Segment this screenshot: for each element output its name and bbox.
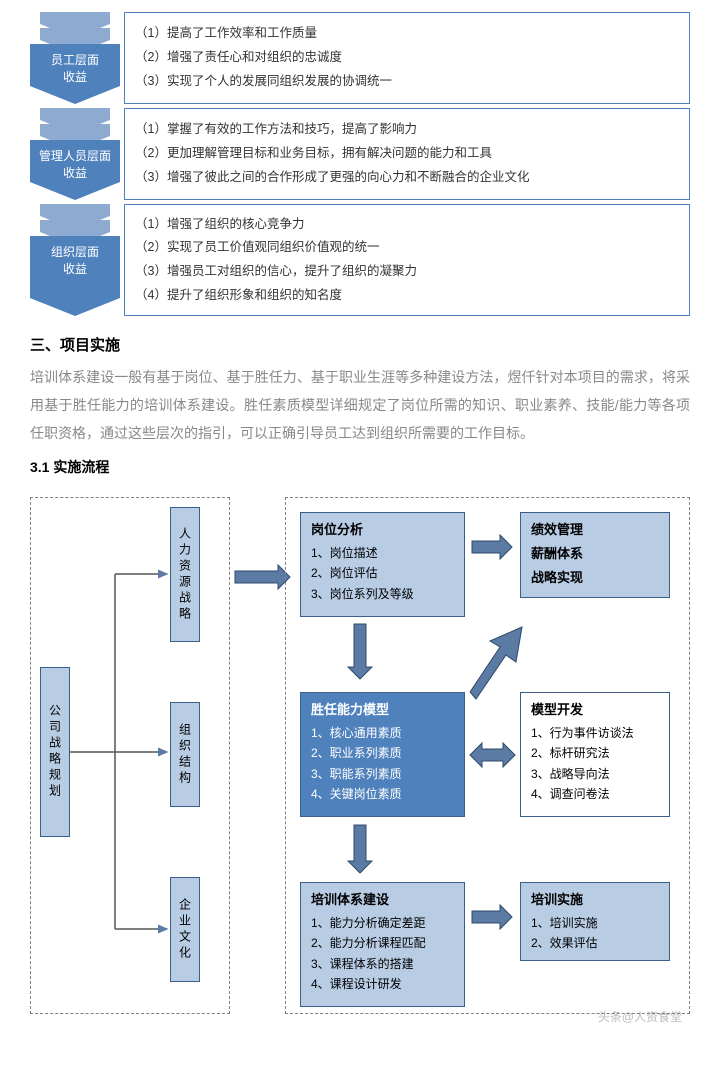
node-item: 2、标杆研究法 bbox=[531, 743, 659, 763]
benefit-item: （4）提升了组织形象和组织的知名度 bbox=[135, 284, 679, 308]
flow-node: 培训体系建设1、能力分析确定差距2、能力分析课程匹配3、课程体系的搭建4、课程设… bbox=[300, 882, 465, 1007]
node-item: 1、能力分析确定差距 bbox=[311, 913, 454, 933]
chevron-label: 员工层面收益 bbox=[30, 44, 120, 104]
flow-node: 人力资源战略 bbox=[170, 507, 200, 642]
benefit-row: 组织层面收益 （1）增强了组织的核心竞争力（2）实现了员工价值观同组织价值观的统一… bbox=[30, 204, 690, 316]
flow-node: 岗位分析1、岗位描述2、岗位评估3、岗位系列及等级 bbox=[300, 512, 465, 617]
benefit-item: （2）增强了责任心和对组织的忠诚度 bbox=[135, 46, 679, 70]
benefit-label: 员工层面收益 bbox=[35, 52, 115, 86]
flow-node: 胜任能力模型1、核心通用素质2、职业系列素质3、职能系列素质4、关键岗位素质 bbox=[300, 692, 465, 817]
node-item: 2、岗位评估 bbox=[311, 563, 454, 583]
chevron-label: 管理人员层面收益 bbox=[30, 140, 120, 200]
flowchart: 头条@人资食堂 公司战略规划人力资源战略组织结构企业文化岗位分析1、岗位描述2、… bbox=[30, 487, 690, 1027]
benefit-item: （1）提高了工作效率和工作质量 bbox=[135, 22, 679, 46]
flow-node: 组织结构 bbox=[170, 702, 200, 807]
flow-node: 模型开发1、行为事件访谈法2、标杆研究法3、战略导向法4、调查问卷法 bbox=[520, 692, 670, 817]
node-item: 3、课程体系的搭建 bbox=[311, 954, 454, 974]
benefit-item: （1）增强了组织的核心竞争力 bbox=[135, 213, 679, 237]
flow-node: 公司战略规划 bbox=[40, 667, 70, 837]
node-item: 2、效果评估 bbox=[531, 933, 659, 953]
benefit-row: 员工层面收益 （1）提高了工作效率和工作质量（2）增强了责任心和对组织的忠诚度（3… bbox=[30, 12, 690, 104]
node-subtitle: 战略实现 bbox=[531, 567, 659, 589]
flow-node: 绩效管理薪酬体系战略实现 bbox=[520, 512, 670, 598]
benefit-row: 管理人员层面收益 （1）掌握了有效的工作方法和技巧，提高了影响力（2）更加理解管理… bbox=[30, 108, 690, 200]
node-title: 模型开发 bbox=[531, 699, 659, 721]
node-title: 绩效管理 bbox=[531, 519, 659, 541]
benefit-item: （2）实现了员工价值观同组织价值观的统一 bbox=[135, 236, 679, 260]
node-item: 3、职能系列素质 bbox=[311, 764, 454, 784]
benefit-items-box: （1）增强了组织的核心竞争力（2）实现了员工价值观同组织价值观的统一（3）增强员… bbox=[124, 204, 690, 316]
benefit-item: （3）增强了彼此之间的合作形成了更强的向心力和不断融合的企业文化 bbox=[135, 166, 679, 190]
node-item: 1、核心通用素质 bbox=[311, 723, 454, 743]
node-item: 4、关键岗位素质 bbox=[311, 784, 454, 804]
node-item: 1、岗位描述 bbox=[311, 543, 454, 563]
node-title: 岗位分析 bbox=[311, 519, 454, 541]
benefit-item: （1）掌握了有效的工作方法和技巧，提高了影响力 bbox=[135, 118, 679, 142]
subsection-heading: 3.1 实施流程 bbox=[30, 457, 690, 477]
node-item: 1、行为事件访谈法 bbox=[531, 723, 659, 743]
benefit-label: 管理人员层面收益 bbox=[35, 148, 115, 182]
benefit-label: 组织层面收益 bbox=[35, 244, 115, 278]
node-title: 培训体系建设 bbox=[311, 889, 454, 911]
section-heading: 三、项目实施 bbox=[30, 334, 690, 355]
node-item: 3、岗位系列及等级 bbox=[311, 584, 454, 604]
node-item: 3、战略导向法 bbox=[531, 764, 659, 784]
node-subtitle: 薪酬体系 bbox=[531, 543, 659, 565]
flow-node: 企业文化 bbox=[170, 877, 200, 982]
node-title: 培训实施 bbox=[531, 889, 659, 911]
node-title: 胜任能力模型 bbox=[311, 699, 454, 721]
node-item: 4、课程设计研发 bbox=[311, 974, 454, 994]
benefit-item: （3）增强员工对组织的信心，提升了组织的凝聚力 bbox=[135, 260, 679, 284]
benefit-item: （3）实现了个人的发展同组织发展的协调统一 bbox=[135, 70, 679, 94]
node-item: 4、调查问卷法 bbox=[531, 784, 659, 804]
section-paragraph: 培训体系建设一般有基于岗位、基于胜任力、基于职业生涯等多种建设方法，煜仟针对本项… bbox=[30, 363, 690, 447]
node-item: 1、培训实施 bbox=[531, 913, 659, 933]
chevron-label: 组织层面收益 bbox=[30, 236, 120, 316]
node-item: 2、能力分析课程匹配 bbox=[311, 933, 454, 953]
node-item: 2、职业系列素质 bbox=[311, 743, 454, 763]
benefit-items-box: （1）掌握了有效的工作方法和技巧，提高了影响力（2）更加理解管理目标和业务目标，… bbox=[124, 108, 690, 200]
benefit-item: （2）更加理解管理目标和业务目标，拥有解决问题的能力和工具 bbox=[135, 142, 679, 166]
flow-node: 培训实施1、培训实施2、效果评估 bbox=[520, 882, 670, 961]
benefit-items-box: （1）提高了工作效率和工作质量（2）增强了责任心和对组织的忠诚度（3）实现了个人… bbox=[124, 12, 690, 104]
